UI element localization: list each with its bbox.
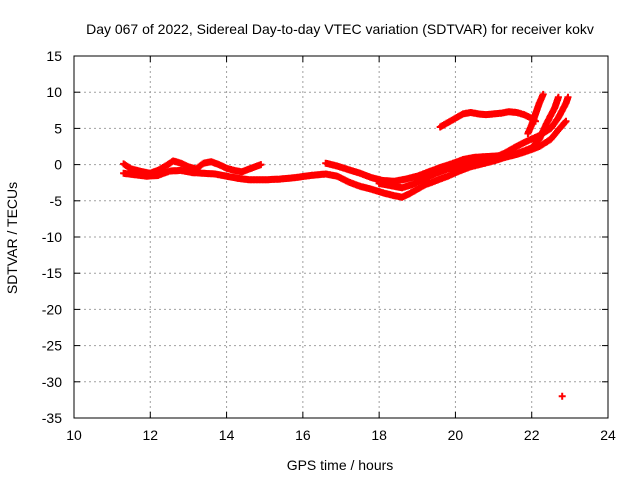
x-tick-label: 22	[524, 427, 540, 443]
y-tick-label: 10	[46, 84, 62, 100]
data-point	[558, 392, 566, 400]
series-track-6	[524, 90, 547, 137]
data-point	[562, 117, 570, 125]
points-layer	[120, 90, 572, 400]
x-tick-label: 14	[219, 427, 235, 443]
y-tick-label: -30	[42, 374, 62, 390]
data-point	[554, 93, 562, 101]
y-tick-label: -5	[50, 193, 63, 209]
y-tick-label: 0	[54, 157, 62, 173]
data-point	[257, 161, 265, 169]
chart-title: Day 067 of 2022, Sidereal Day-to-day VTE…	[86, 21, 594, 37]
y-tick-label: -10	[42, 229, 62, 245]
series-outlier	[558, 392, 566, 400]
x-tick-label: 18	[371, 427, 387, 443]
series-track-2	[120, 117, 570, 201]
y-tick-label: -35	[42, 410, 62, 426]
series-track-5	[375, 93, 572, 192]
x-tick-label: 24	[600, 427, 616, 443]
x-axis-label: GPS time / hours	[287, 457, 394, 473]
y-tick-label: -25	[42, 338, 62, 354]
x-tick-label: 20	[448, 427, 464, 443]
y-axis-label: SDTVAR / TECUs	[4, 182, 20, 294]
x-tick-label: 10	[66, 427, 82, 443]
data-point	[564, 93, 572, 101]
ticks-layer: 10 12 14 16 18 20 22 24 15 10 5 0 -5 -10 -15 -20 -25 -30 -…	[42, 48, 616, 443]
y-tick-label: -15	[42, 265, 62, 281]
x-tick-label: 16	[295, 427, 311, 443]
y-tick-label: 15	[46, 48, 62, 64]
y-tick-label: 5	[54, 120, 62, 136]
x-tick-label: 12	[142, 427, 158, 443]
y-tick-label: -20	[42, 301, 62, 317]
data-point	[539, 90, 547, 98]
